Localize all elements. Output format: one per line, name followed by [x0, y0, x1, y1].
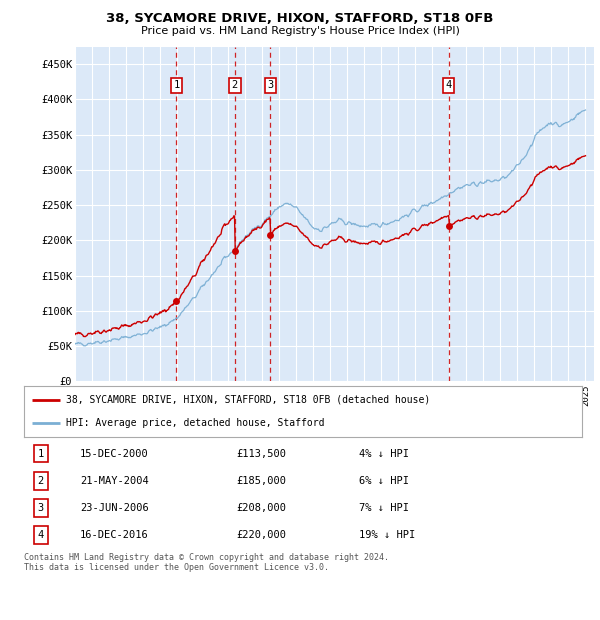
Text: 15-DEC-2000: 15-DEC-2000 [80, 449, 149, 459]
Text: 38, SYCAMORE DRIVE, HIXON, STAFFORD, ST18 0FB (detached house): 38, SYCAMORE DRIVE, HIXON, STAFFORD, ST1… [66, 395, 430, 405]
Text: 4: 4 [446, 80, 452, 91]
Text: 4% ↓ HPI: 4% ↓ HPI [359, 449, 409, 459]
Text: £113,500: £113,500 [236, 449, 286, 459]
Text: 4: 4 [38, 530, 44, 540]
Text: 1: 1 [173, 80, 179, 91]
Text: HPI: Average price, detached house, Stafford: HPI: Average price, detached house, Staf… [66, 418, 325, 428]
Text: 38, SYCAMORE DRIVE, HIXON, STAFFORD, ST18 0FB: 38, SYCAMORE DRIVE, HIXON, STAFFORD, ST1… [106, 12, 494, 25]
Text: 6% ↓ HPI: 6% ↓ HPI [359, 476, 409, 486]
Text: £208,000: £208,000 [236, 503, 286, 513]
Text: 23-JUN-2006: 23-JUN-2006 [80, 503, 149, 513]
Text: 21-MAY-2004: 21-MAY-2004 [80, 476, 149, 486]
Text: 2: 2 [38, 476, 44, 486]
Text: 19% ↓ HPI: 19% ↓ HPI [359, 530, 415, 540]
Text: 1: 1 [38, 449, 44, 459]
Text: Price paid vs. HM Land Registry's House Price Index (HPI): Price paid vs. HM Land Registry's House … [140, 26, 460, 36]
Text: Contains HM Land Registry data © Crown copyright and database right 2024.
This d: Contains HM Land Registry data © Crown c… [24, 553, 389, 572]
Text: 3: 3 [38, 503, 44, 513]
Text: 2: 2 [232, 80, 238, 91]
Text: 7% ↓ HPI: 7% ↓ HPI [359, 503, 409, 513]
Text: £185,000: £185,000 [236, 476, 286, 486]
Text: 3: 3 [267, 80, 274, 91]
Text: 16-DEC-2016: 16-DEC-2016 [80, 530, 149, 540]
Text: £220,000: £220,000 [236, 530, 286, 540]
